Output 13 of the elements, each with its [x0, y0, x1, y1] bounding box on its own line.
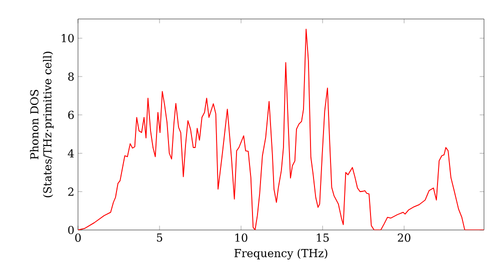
x-tick-label: 5 — [156, 234, 162, 242]
y-tick-label: 6 — [68, 110, 74, 120]
x-tick-label: 10 — [235, 234, 248, 242]
y-axis-title: Phonon DOS (States/THz·primitive cell) — [30, 52, 54, 198]
x-axis-title: Frequency (THz) — [234, 248, 328, 260]
y-tick-label: 0 — [68, 226, 74, 234]
y-tick-label: 8 — [68, 72, 74, 81]
y-tick-label: 2 — [68, 188, 74, 196]
x-tick-label: 15 — [316, 234, 329, 242]
y-tick-label: 4 — [68, 149, 74, 158]
x-tick-label: 20 — [398, 234, 410, 242]
y-tick-label: 10 — [62, 34, 74, 42]
x-tick-label: 0 — [75, 234, 81, 242]
